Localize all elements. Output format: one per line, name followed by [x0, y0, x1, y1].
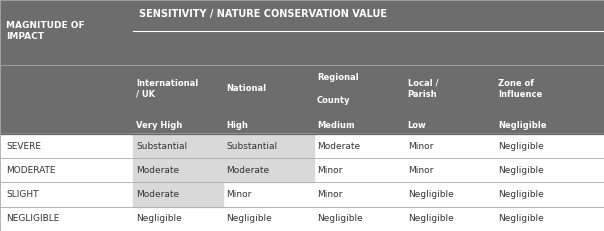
Bar — [0, 134, 604, 158]
Text: SENSITIVITY / NATURE CONSERVATION VALUE: SENSITIVITY / NATURE CONSERVATION VALUE — [139, 9, 387, 19]
Text: Medium: Medium — [317, 121, 355, 130]
Text: International
/ UK: International / UK — [136, 79, 198, 99]
Bar — [133, 182, 223, 207]
Text: Moderate: Moderate — [226, 166, 269, 175]
Text: Moderate: Moderate — [136, 190, 179, 199]
Bar — [133, 134, 223, 158]
Text: Local /
Parish: Local / Parish — [408, 79, 438, 99]
Text: Minor: Minor — [408, 166, 433, 175]
Bar — [133, 158, 223, 182]
Text: Negligible: Negligible — [498, 142, 544, 151]
Text: Zone of
Influence: Zone of Influence — [498, 79, 542, 99]
Bar — [0, 182, 604, 207]
Text: Negligible: Negligible — [136, 214, 182, 223]
Text: Negligible: Negligible — [498, 166, 544, 175]
Text: Minor: Minor — [317, 166, 342, 175]
Text: Substantial: Substantial — [226, 142, 278, 151]
Text: Very High: Very High — [136, 121, 182, 130]
Bar — [0, 65, 604, 134]
Text: High: High — [226, 121, 248, 130]
Text: Negligible: Negligible — [498, 190, 544, 199]
Text: Moderate: Moderate — [317, 142, 360, 151]
Text: Negligible: Negligible — [498, 121, 547, 130]
Text: Minor: Minor — [317, 190, 342, 199]
Text: Regional
 
County: Regional County — [317, 73, 359, 105]
Text: MAGNITUDE OF
IMPACT: MAGNITUDE OF IMPACT — [6, 21, 85, 41]
Text: Negligible: Negligible — [317, 214, 363, 223]
Text: National: National — [226, 85, 266, 93]
Text: SLIGHT: SLIGHT — [6, 190, 39, 199]
Text: MODERATE: MODERATE — [6, 166, 56, 175]
Bar — [223, 134, 314, 158]
Text: Negligible: Negligible — [408, 190, 454, 199]
Bar — [0, 0, 604, 65]
Text: Moderate: Moderate — [136, 166, 179, 175]
Text: Low: Low — [408, 121, 426, 130]
Text: Substantial: Substantial — [136, 142, 187, 151]
Text: Minor: Minor — [408, 142, 433, 151]
Text: Negligible: Negligible — [498, 214, 544, 223]
Text: Negligible: Negligible — [226, 214, 272, 223]
Bar — [0, 158, 604, 182]
Text: NEGLIGIBLE: NEGLIGIBLE — [6, 214, 59, 223]
Bar — [0, 207, 604, 231]
Bar — [223, 158, 314, 182]
Text: Negligible: Negligible — [408, 214, 454, 223]
Text: Minor: Minor — [226, 190, 252, 199]
Text: SEVERE: SEVERE — [6, 142, 41, 151]
